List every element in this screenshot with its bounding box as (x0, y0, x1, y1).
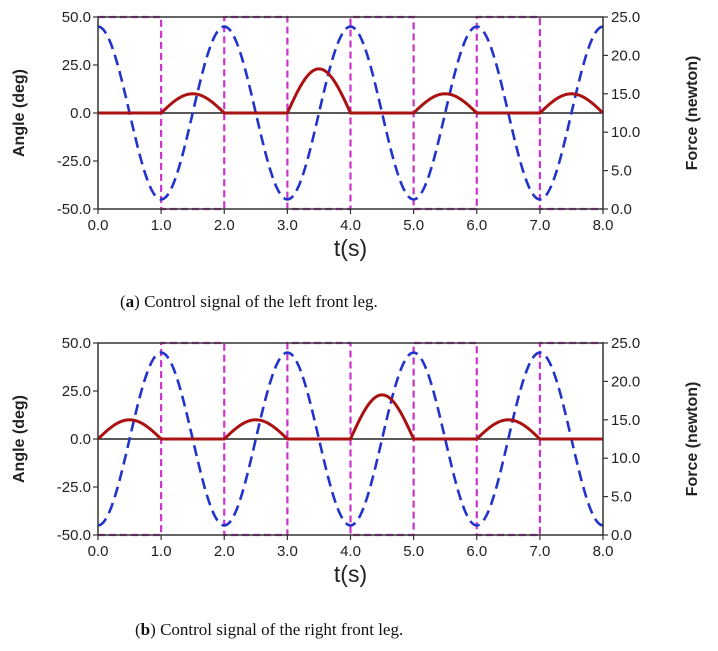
caption-a-text: Control signal of the left front leg. (144, 292, 378, 311)
y-left-tick-label: 25.0 (62, 57, 91, 74)
y-right-axis-label: Force (newton) (684, 56, 701, 171)
x-tick-label: 1.0 (151, 543, 172, 560)
y-left-tick-label: 50.0 (62, 9, 91, 26)
chart-panel-b: 0.0 1.0 2.0 3.0 4.0 5.0 6.0 7.0 8.0 50.0 25.0 0.0 -2… (11, 335, 701, 587)
y-right-tick-label: 15.0 (611, 412, 640, 429)
y-right-axis-label: Force (newton) (684, 382, 701, 497)
x-tick-label: 3.0 (277, 217, 298, 234)
x-tick-label: 8.0 (593, 543, 614, 560)
y-right-tick-label: 25.0 (611, 335, 640, 352)
chart-panel-a: 0.0 1.0 2.0 3.0 4.0 5.0 6.0 7.0 8.0 50.0 25.0 0.0 -2… (11, 9, 701, 261)
x-tick-label: 1.0 (151, 217, 172, 234)
y-right-tick-label: 10.0 (611, 124, 640, 141)
y-right-tick-label: 15.0 (611, 86, 640, 103)
y-left-tick-label: 25.0 (62, 383, 91, 400)
y-left-axis-label: Angle (deg) (11, 395, 28, 483)
y-right-tick-label: 20.0 (611, 47, 640, 64)
x-tick-label: 2.0 (214, 217, 235, 234)
x-tick-label: 3.0 (277, 543, 298, 560)
x-tick-label: 7.0 (529, 217, 550, 234)
y-left-tick-label: -25.0 (57, 479, 91, 496)
x-tick-label: 6.0 (466, 543, 487, 560)
caption-a: (a) Control signal of the left front leg… (120, 292, 378, 311)
series-angle-wave (97, 351, 604, 527)
y-left-tick-label: 50.0 (62, 335, 91, 352)
y-left-tick-label: -25.0 (57, 153, 91, 170)
y-right-tick-label: 5.0 (611, 163, 632, 180)
caption-a-letter: a (125, 292, 135, 311)
caption-b-letter: b (140, 620, 151, 639)
x-tick-label: 2.0 (214, 543, 235, 560)
x-tick-label: 7.0 (529, 543, 550, 560)
caption-b-text: Control signal of the right front leg. (160, 620, 404, 639)
series-angle-wave (97, 25, 604, 201)
x-tick-label: 4.0 (340, 217, 361, 234)
x-tick-label: 0.0 (88, 543, 109, 560)
y-right-tick-label: 10.0 (611, 450, 640, 467)
x-tick-label: 5.0 (403, 543, 424, 560)
y-right-tick-label: 5.0 (611, 489, 632, 506)
x-tick-label: 4.0 (340, 543, 361, 560)
series-force (96, 393, 603, 441)
series-force (98, 67, 605, 115)
x-tick-label: 0.0 (88, 217, 109, 234)
x-tick-label: 5.0 (403, 217, 424, 234)
y-right-tick-label: 25.0 (611, 9, 640, 26)
y-left-axis-label: Angle (deg) (11, 69, 28, 157)
x-axis-label: t(s) (334, 561, 367, 587)
y-left-tick-label: -50.0 (57, 527, 91, 544)
caption-b: (b) Control signal of the right front le… (135, 620, 404, 639)
y-right-tick-label: 0.0 (611, 201, 632, 218)
x-axis-label: t(s) (334, 235, 367, 261)
y-right-tick-label: 0.0 (611, 527, 632, 544)
y-left-tick-label: 0.0 (70, 105, 91, 122)
y-right-tick-label: 20.0 (611, 373, 640, 390)
x-tick-label: 8.0 (593, 217, 614, 234)
x-tick-label: 6.0 (466, 217, 487, 234)
y-left-tick-label: -50.0 (57, 201, 91, 218)
y-left-tick-label: 0.0 (70, 431, 91, 448)
